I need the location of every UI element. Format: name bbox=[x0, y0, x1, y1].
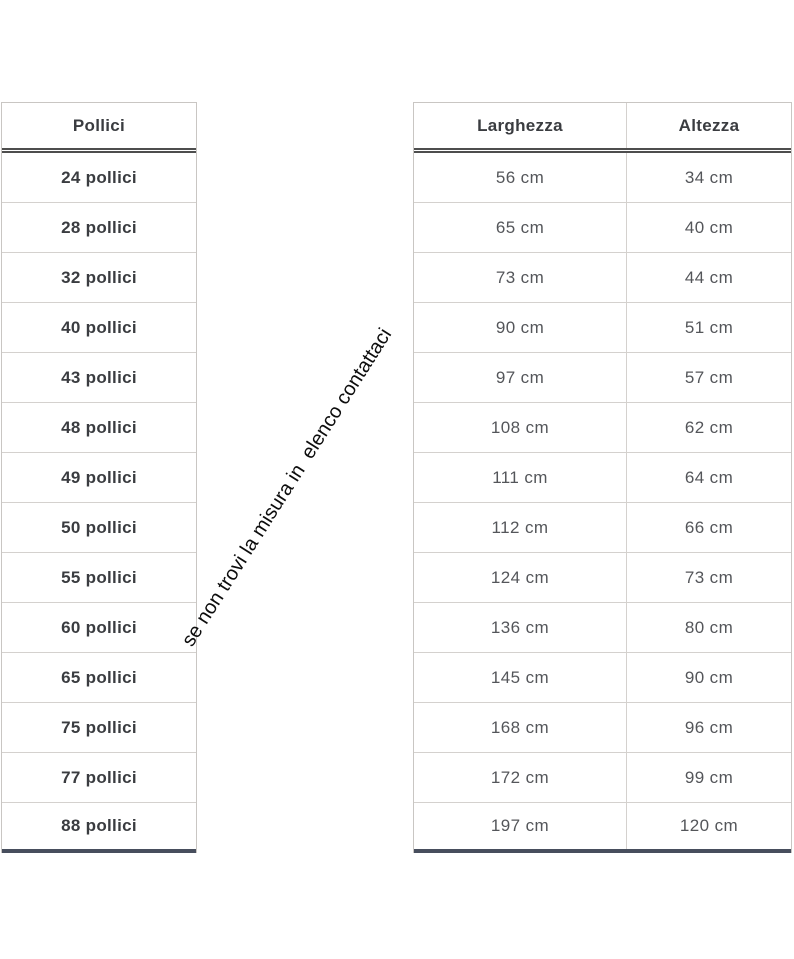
larghezza-cell: 112 cm bbox=[491, 517, 549, 537]
pollici-cell: 24 pollici bbox=[61, 167, 137, 187]
larghezza-cell: 136 cm bbox=[490, 617, 550, 637]
larghezza-cell: 56 cm bbox=[495, 167, 545, 187]
table-row: 136 cm 80 cm bbox=[414, 603, 791, 653]
pollici-cell: 28 pollici bbox=[61, 217, 137, 237]
larghezza-cell: 108 cm bbox=[490, 417, 550, 437]
larghezza-cell: 172 cm bbox=[490, 767, 550, 787]
altezza-cell: 62 cm bbox=[626, 403, 791, 452]
table-row: 24 pollici bbox=[2, 153, 196, 203]
pollici-table-header: Pollici bbox=[2, 103, 196, 153]
altezza-cell: 34 cm bbox=[626, 153, 791, 202]
altezza-cell: 120 cm bbox=[626, 803, 791, 849]
pollici-cell: 75 pollici bbox=[61, 717, 137, 737]
altezza-cell: 57 cm bbox=[626, 353, 791, 402]
larghezza-cell: 97 cm bbox=[495, 367, 545, 387]
larghezza-cell: 124 cm bbox=[490, 567, 550, 587]
table-row: 111 cm 64 cm bbox=[414, 453, 791, 503]
altezza-cell: 80 cm bbox=[626, 603, 791, 652]
altezza-cell: 90 cm bbox=[626, 653, 791, 702]
pollici-cell: 50 pollici bbox=[61, 517, 137, 537]
pollici-header-cell: Pollici bbox=[72, 115, 126, 135]
larghezza-cell: 111 cm bbox=[492, 467, 548, 487]
pollici-table: Pollici 24 pollici 28 pollici 32 pollici 40… bbox=[1, 102, 197, 853]
table-row: 90 cm 51 cm bbox=[414, 303, 791, 353]
pollici-cell: 55 pollici bbox=[61, 567, 137, 587]
table-row: 172 cm 99 cm bbox=[414, 753, 791, 803]
table-row: 88 pollici bbox=[2, 803, 196, 853]
pollici-cell: 40 pollici bbox=[61, 317, 137, 337]
pollici-cell: 60 pollici bbox=[61, 617, 137, 637]
table-row: 124 cm 73 cm bbox=[414, 553, 791, 603]
pollici-cell: 48 pollici bbox=[61, 417, 137, 437]
larghezza-header-cell: Larghezza bbox=[477, 115, 563, 135]
altezza-cell: 99 cm bbox=[626, 753, 791, 802]
pollici-cell: 43 pollici bbox=[61, 367, 137, 387]
table-row: 28 pollici bbox=[2, 203, 196, 253]
larghezza-cell: 168 cm bbox=[490, 717, 550, 737]
table-row: 112 cm 66 cm bbox=[414, 503, 791, 553]
altezza-cell: 73 cm bbox=[626, 553, 791, 602]
table-row: 32 pollici bbox=[2, 253, 196, 303]
diagonal-note: se non trovi la misura in elenco contatt… bbox=[177, 324, 397, 651]
altezza-header-cell: Altezza bbox=[626, 103, 791, 148]
table-row: 77 pollici bbox=[2, 753, 196, 803]
altezza-cell: 64 cm bbox=[626, 453, 791, 502]
larghezza-cell: 90 cm bbox=[495, 317, 545, 337]
pollici-cell: 65 pollici bbox=[61, 667, 137, 687]
pollici-cell: 88 pollici bbox=[61, 816, 137, 835]
table-row: 50 pollici bbox=[2, 503, 196, 553]
altezza-cell: 44 cm bbox=[626, 253, 791, 302]
table-row: 56 cm 34 cm bbox=[414, 153, 791, 203]
table-row: 97 cm 57 cm bbox=[414, 353, 791, 403]
table-row: 65 pollici bbox=[2, 653, 196, 703]
table-row: 197 cm 120 cm bbox=[414, 803, 791, 853]
larghezza-cell: 197 cm bbox=[490, 816, 550, 835]
table-row: 49 pollici bbox=[2, 453, 196, 503]
dimensions-table: Larghezza Altezza 56 cm 34 cm 65 cm 40 cm 73… bbox=[413, 102, 792, 853]
dimensions-table-body: 56 cm 34 cm 65 cm 40 cm 73 cm 44 cm 90 cm 51 cm… bbox=[414, 153, 791, 853]
larghezza-cell: 65 cm bbox=[495, 217, 545, 237]
pollici-cell: 32 pollici bbox=[61, 267, 137, 287]
altezza-cell: 51 cm bbox=[626, 303, 791, 352]
table-row: 75 pollici bbox=[2, 703, 196, 753]
altezza-cell: 66 cm bbox=[626, 503, 791, 552]
larghezza-cell: 73 cm bbox=[495, 267, 545, 287]
table-row: 65 cm 40 cm bbox=[414, 203, 791, 253]
dimensions-table-header: Larghezza Altezza bbox=[414, 103, 791, 153]
table-row: 108 cm 62 cm bbox=[414, 403, 791, 453]
table-row: 55 pollici bbox=[2, 553, 196, 603]
table-row: 43 pollici bbox=[2, 353, 196, 403]
altezza-cell: 40 cm bbox=[626, 203, 791, 252]
altezza-cell: 96 cm bbox=[626, 703, 791, 752]
table-row: 145 cm 90 cm bbox=[414, 653, 791, 703]
pollici-table-body: 24 pollici 28 pollici 32 pollici 40 pollici… bbox=[2, 153, 196, 853]
table-row: 48 pollici bbox=[2, 403, 196, 453]
larghezza-cell: 145 cm bbox=[490, 667, 550, 687]
table-row: 73 cm 44 cm bbox=[414, 253, 791, 303]
pollici-cell: 77 pollici bbox=[61, 767, 137, 787]
pollici-cell: 49 pollici bbox=[61, 467, 137, 487]
table-row: 168 cm 96 cm bbox=[414, 703, 791, 753]
table-row: 40 pollici bbox=[2, 303, 196, 353]
table-row: 60 pollici bbox=[2, 603, 196, 653]
